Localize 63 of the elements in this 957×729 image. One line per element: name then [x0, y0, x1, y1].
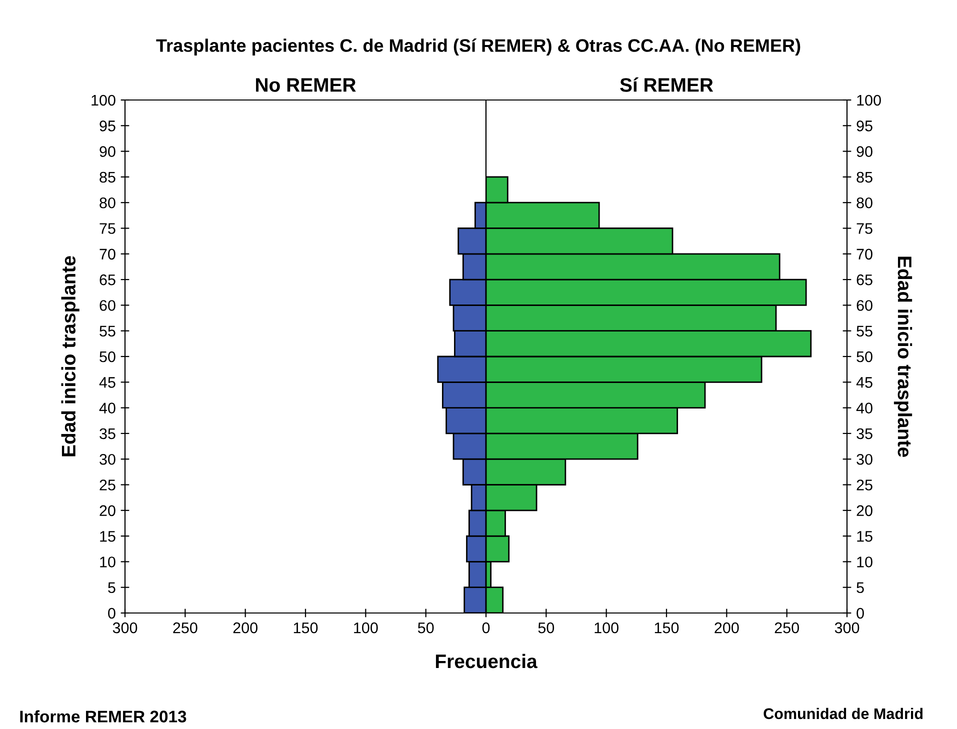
y-tick-label: 35	[100, 428, 116, 440]
y-tick-label: 5	[108, 582, 116, 594]
chart-subtitle: No REMER	[256, 78, 356, 92]
x-tick-label: 100	[354, 622, 378, 634]
y-tick-label: 100	[857, 94, 881, 106]
y-axis-title: Edad inicio trasplante	[894, 256, 912, 457]
y-tick-label: 10	[100, 556, 116, 568]
y-tick-label: 60	[856, 300, 872, 311]
y-tick-label: 70	[856, 248, 872, 260]
y-tick-label: 60	[100, 300, 116, 311]
y-tick-label: 40	[99, 402, 116, 414]
y-tick-label: 85	[100, 172, 116, 183]
y-axis-title: Edad inicio trasplante	[61, 256, 80, 456]
y-tick-label: 10	[857, 556, 872, 568]
y-tick-label: 25	[856, 480, 872, 490]
y-tick-label: 0	[108, 608, 116, 619]
y-tick-label: 50	[100, 351, 116, 362]
x-axis-title: Frecuencia	[436, 654, 538, 668]
x-tick-label: 250	[173, 622, 198, 634]
y-tick-label: 50	[856, 351, 872, 362]
x-tick-label: 200	[714, 622, 739, 634]
x-tick-label: 300	[834, 622, 860, 634]
y-tick-label: 45	[856, 377, 872, 388]
y-tick-label: 95	[100, 120, 116, 132]
y-tick-label: 25	[100, 480, 116, 490]
y-tick-label: 15	[100, 531, 116, 542]
y-tick-label: 85	[856, 172, 872, 183]
x-tick-label: 150	[294, 622, 318, 634]
y-tick-label: 55	[856, 326, 872, 337]
x-tick-label: 100	[594, 622, 618, 634]
x-tick-label: 50	[418, 622, 434, 634]
y-tick-label: 35	[856, 428, 872, 440]
y-tick-label: 95	[856, 120, 872, 132]
x-tick-label: 150	[654, 622, 679, 634]
y-tick-label: 65	[856, 274, 872, 286]
x-tick-label: 200	[233, 622, 258, 634]
y-tick-label: 90	[856, 146, 872, 157]
y-tick-label: 20	[856, 505, 872, 516]
x-tick-label: 250	[774, 622, 799, 634]
y-tick-label: 75	[856, 223, 872, 234]
text: Informe REMER 2013	[20, 710, 186, 722]
y-tick-label: 75	[100, 223, 116, 234]
y-tick-label: 100	[92, 94, 116, 106]
y-tick-label: 55	[100, 326, 116, 337]
y-tick-label: 90	[100, 146, 116, 157]
y-tick-label: 0	[856, 608, 864, 619]
chart-title: Trasplante pacientes C. de Madrid (Sí REMER) & Otras CC.AA. (No REMER)	[156, 38, 800, 56]
x-tick-label: 0	[482, 622, 490, 634]
x-tick-label: 50	[538, 622, 554, 634]
y-tick-label: 45	[99, 377, 116, 388]
y-tick-label: 70	[100, 248, 116, 260]
y-tick-label: 40	[856, 402, 872, 414]
y-tick-label: 80	[856, 197, 872, 208]
y-tick-label: 15	[857, 531, 872, 542]
y-tick-label: 65	[100, 274, 116, 286]
y-tick-label: 30	[856, 454, 872, 465]
chart-subtitle: Sí REMER	[620, 77, 714, 92]
y-tick-label: 80	[100, 197, 116, 208]
y-tick-label: 20	[100, 505, 116, 516]
y-tick-label: 30	[100, 454, 116, 465]
text: Comunidad de Madrid	[764, 708, 923, 720]
x-tick-label: 300	[112, 622, 138, 634]
y-tick-label: 5	[856, 582, 864, 594]
